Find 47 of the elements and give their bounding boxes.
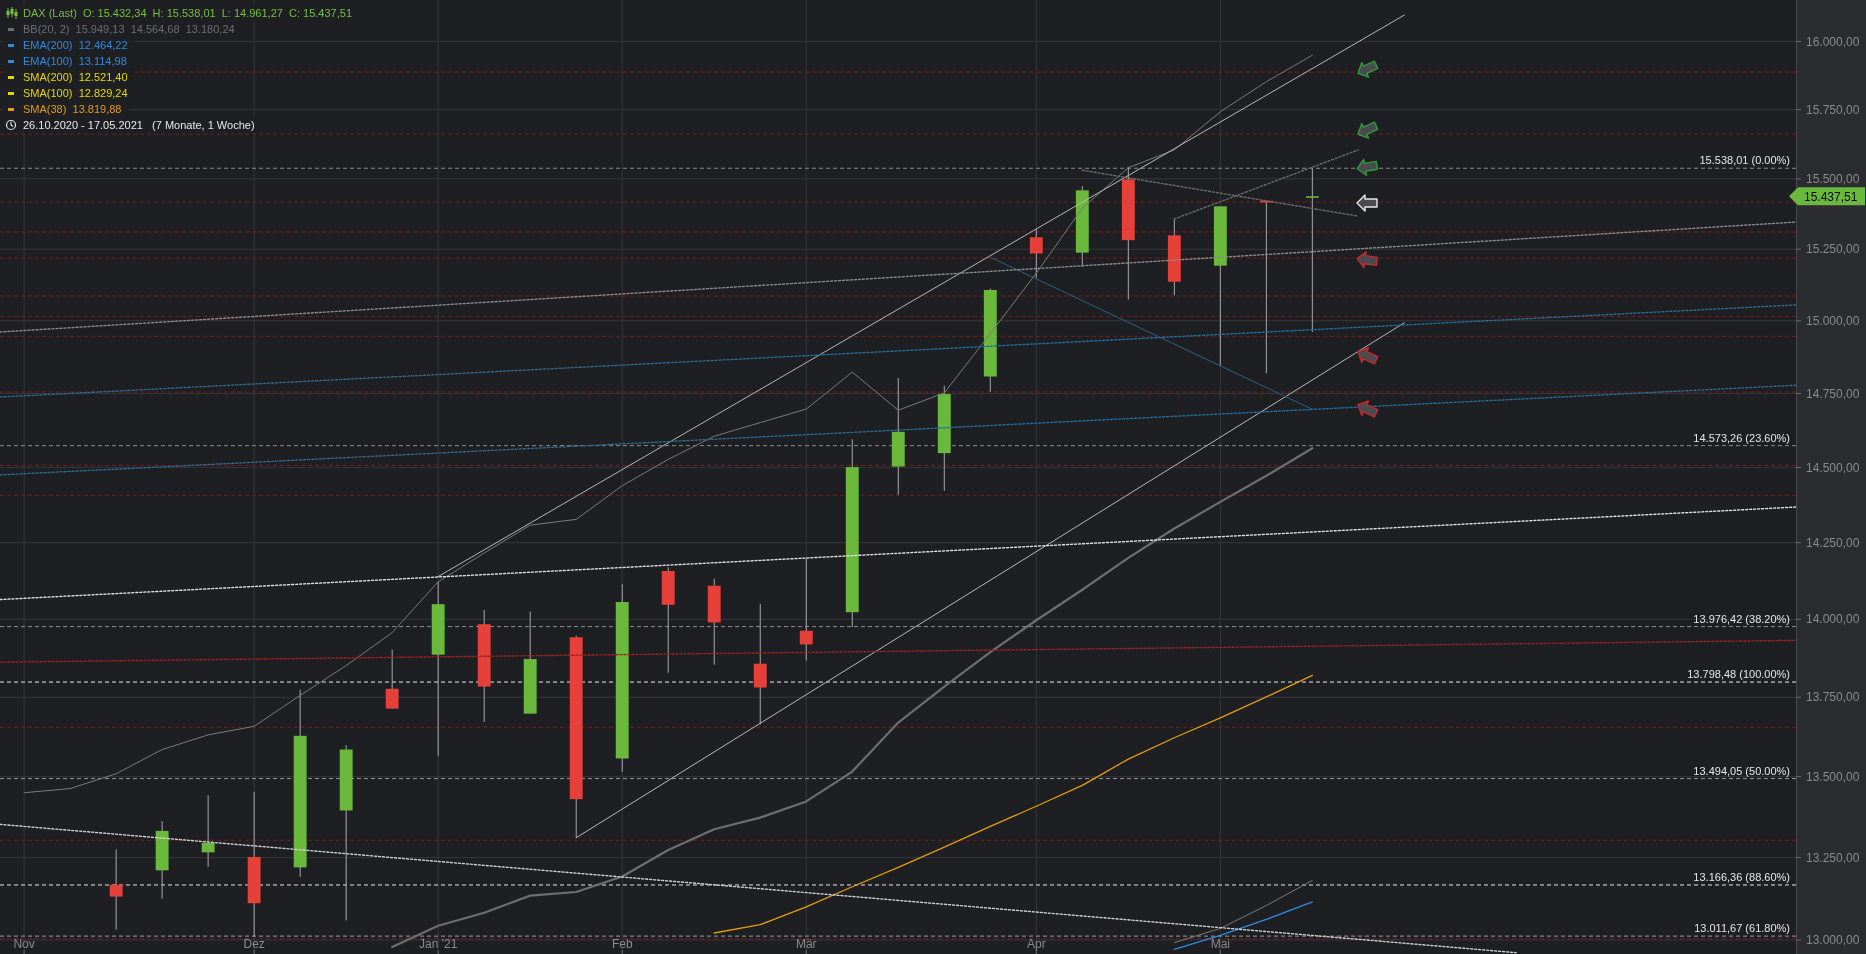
- line-series: [1173, 901, 1314, 950]
- ref-line-label: 13.976,42 (38.20%): [1693, 612, 1790, 625]
- text: 26.10.2020 - 17.05.2021 (7 Monate, 1 Woche): [23, 119, 255, 131]
- x-tick-label: Dez: [243, 937, 265, 951]
- ref-line-label: 13.494,05 (50.00%): [1693, 764, 1790, 777]
- text: 15.437,51: [1804, 189, 1858, 204]
- x-tick-label: Jan '21: [419, 937, 458, 951]
- x-tick-label: Feb: [611, 937, 633, 951]
- candlestick: [109, 848, 123, 931]
- y-tick-label: 14.500,00: [1806, 460, 1860, 475]
- y-tick-label: 13.500,00: [1806, 769, 1860, 784]
- ref-line-label: 13.166,36 (88.60%): [1693, 870, 1790, 883]
- candlestick: [753, 603, 767, 725]
- candlestick: [385, 649, 399, 710]
- x-tick-label: Mär: [795, 937, 817, 951]
- candlestick: [799, 557, 813, 662]
- line-series: [391, 447, 1314, 949]
- y-tick-label: 15.250,00: [1806, 242, 1860, 257]
- legend-label: SMA(38) 13.819,88: [23, 103, 122, 115]
- ref-line-label: 14.573,26 (23.60%): [1693, 431, 1790, 444]
- y-tick-label: 13.750,00: [1806, 690, 1860, 705]
- candlestick: [1029, 228, 1043, 279]
- y-tick-label: 14.750,00: [1806, 386, 1860, 401]
- ref-line-label: 13.798,48 (100.00%): [1687, 668, 1790, 681]
- ref-line-label: 13.011,67 (61.80%): [1694, 922, 1790, 935]
- x-tick-label: Apr: [1026, 937, 1046, 951]
- y-tick-label: 13.250,00: [1806, 850, 1860, 865]
- x-tick-label: Nov: [13, 937, 35, 951]
- text: DAX (Last) O: 15.432,34 H: 15.538,01 L: 14.961,27 C: 15.437,51: [23, 7, 352, 19]
- y-tick-label: 15.000,00: [1806, 313, 1860, 328]
- legend-label: EMA(100) 13.114,98: [23, 55, 127, 67]
- legend-label: SMA(200) 12.521,40: [23, 71, 128, 83]
- y-tick-label: 16.000,00: [1806, 34, 1860, 49]
- y-tick-label: 15.750,00: [1806, 102, 1860, 117]
- y-tick-label: 13.000,00: [1806, 933, 1860, 948]
- ref-line-label: 15.538,01 (0.00%): [1699, 154, 1790, 167]
- line-series: [23, 54, 1313, 794]
- legend-label: BB(20, 2) 15.949,13 14.564,68 13.180,24: [23, 23, 235, 35]
- y-tick-label: 14.250,00: [1806, 535, 1860, 550]
- y-tick-label: 14.000,00: [1806, 612, 1860, 627]
- candlestick: [1305, 167, 1319, 333]
- candlestick: [201, 794, 215, 868]
- legend-label: SMA(100) 12.829,24: [23, 87, 128, 99]
- x-tick-label: Mai: [1210, 937, 1231, 951]
- legend-label: EMA(200) 12.464,22: [23, 39, 128, 51]
- y-tick-label: 15.500,00: [1806, 172, 1860, 187]
- line-series: [713, 674, 1314, 934]
